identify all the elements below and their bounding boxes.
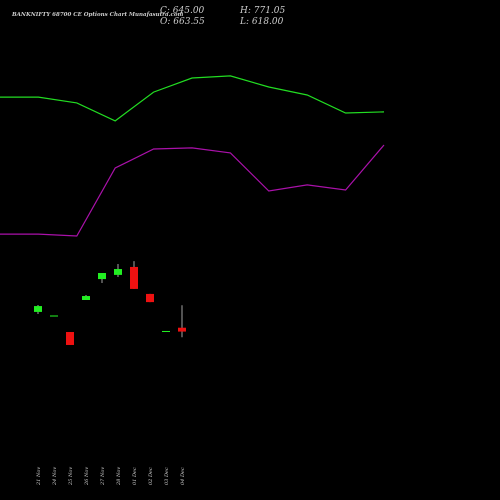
candle-body [130,266,138,289]
candle-body [50,315,58,317]
candle-body [82,296,90,300]
candle-body [98,273,106,280]
ohlc-low: L: 618.00 [239,17,284,27]
x-tick-label: 26 Nov [84,467,90,486]
chart-title: BANKNIFTY 68700 CE Options Chart Munafas… [11,12,184,18]
ohlc-high: H: 771.05 [239,6,286,16]
ohlc-close: C: 645.00 [160,6,205,16]
x-tick-label: 03 Dec [164,467,170,485]
x-tick-label: 21 Nov [36,467,42,486]
x-tick-label: 28 Nov [116,467,122,486]
candle-body [66,332,74,345]
x-tick-label: 24 Nov [52,467,58,486]
indicator-line [0,75,385,122]
x-tick-label: 25 Nov [68,467,74,486]
x-tick-label: 02 Dec [148,467,154,485]
x-tick-label: 04 Dec [180,467,186,485]
x-tick-label: 27 Nov [100,467,106,486]
candle-body [162,330,170,333]
ohlc-open: O: 663.55 [160,17,205,27]
indicator-line [0,144,385,237]
candle-body [114,269,122,275]
candle-body [146,293,154,303]
candle-body [34,306,42,312]
x-tick-label: 01 Dec [132,467,138,485]
candle-body [178,327,186,332]
